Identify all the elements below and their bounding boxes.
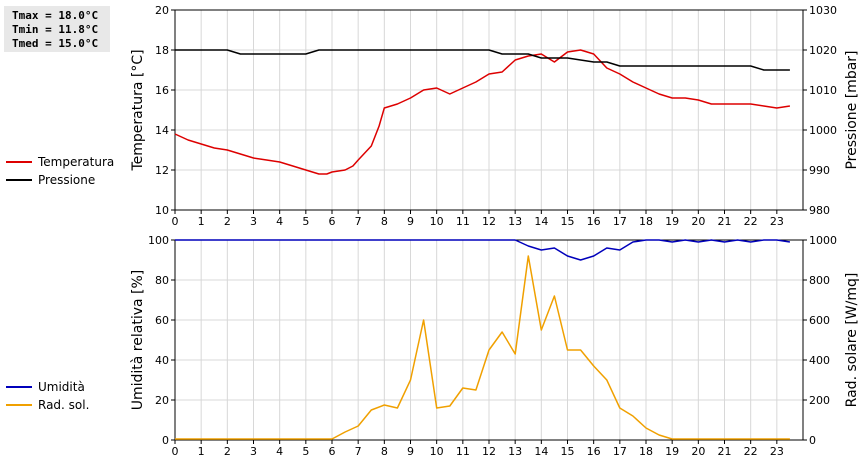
y-axis-label: Temperatura [°C] [130,49,146,171]
y2-tick-label: 1000 [809,234,837,247]
y-tick-label: 20 [155,394,169,407]
x-tick-label: 10 [430,445,444,458]
x-tick-label: 17 [613,215,627,228]
y2-tick-label: 1030 [809,4,837,17]
y2-tick-label: 200 [809,394,830,407]
x-tick-label: 8 [381,445,388,458]
y2-tick-label: 400 [809,354,830,367]
stat-tmax: Tmax = 18.0°C [12,9,99,22]
x-tick-label: 9 [407,445,414,458]
x-tick-label: 3 [250,215,257,228]
x-tick-label: 1 [198,445,205,458]
x-tick-label: 12 [482,445,496,458]
x-tick-label: 22 [744,215,758,228]
y-tick-label: 40 [155,354,169,367]
x-tick-label: 7 [355,445,362,458]
x-tick-label: 23 [770,445,784,458]
legend-label: Umidità [38,380,85,394]
x-tick-label: 4 [276,215,283,228]
x-tick-label: 18 [639,445,653,458]
x-tick-label: 0 [172,445,179,458]
y-tick-label: 100 [148,234,169,247]
x-tick-label: 21 [718,445,732,458]
x-tick-label: 12 [482,215,496,228]
y-tick-label: 16 [155,84,169,97]
stat-tmin: Tmin = 11.8°C [12,23,99,36]
x-tick-label: 13 [508,215,522,228]
x-tick-label: 2 [224,215,231,228]
y2-tick-label: 1010 [809,84,837,97]
y2-tick-label: 800 [809,274,830,287]
x-tick-label: 5 [302,215,309,228]
y-tick-label: 80 [155,274,169,287]
x-tick-label: 18 [639,215,653,228]
x-tick-label: 22 [744,445,758,458]
series-line-umidit [175,239,791,261]
x-tick-label: 2 [224,445,231,458]
x-tick-label: 14 [534,215,548,228]
y-tick-label: 18 [155,44,169,57]
x-tick-label: 13 [508,445,522,458]
x-tick-label: 21 [718,215,732,228]
x-tick-label: 0 [172,215,179,228]
y2-tick-label: 1000 [809,124,837,137]
temperature-pressure-chart: 0 1 2 3 4 5 6 7 8 9 10 11 12 13 14 15 16 17 18 19 20 21 22 2310… [6,4,860,228]
humidity-radiation-chart: 0 1 2 3 4 5 6 7 8 9 10 11 12 13 14 15 16 17 18 19 20 21 22 2302… [6,234,860,458]
y-tick-label: 12 [155,164,169,177]
legend-label: Temperatura [37,155,114,169]
series-line-temperatura [174,49,791,175]
x-tick-label: 6 [329,215,336,228]
x-tick-label: 11 [456,215,470,228]
y-tick-label: 10 [155,204,169,217]
x-tick-label: 14 [534,445,548,458]
series-line-pressione [175,49,790,71]
y-tick-label: 0 [162,434,169,447]
y-tick-label: 20 [155,4,169,17]
y-axis-label: Umidità relativa [%] [130,270,146,411]
y2-tick-label: 1020 [809,44,837,57]
y-tick-label: 60 [155,314,169,327]
y2-tick-label: 990 [809,164,830,177]
y2-tick-label: 600 [809,314,830,327]
x-tick-label: 20 [691,215,705,228]
series-line-rad-sol [175,255,790,440]
x-tick-label: 16 [587,215,601,228]
x-tick-label: 5 [302,445,309,458]
x-tick-label: 23 [770,215,784,228]
legend-label: Pressione [38,173,95,187]
x-tick-label: 19 [665,445,679,458]
stat-tmed: Tmed = 15.0°C [12,37,99,50]
stats-box: Tmax = 18.0°C Tmin = 11.8°C Tmed = 15.0°… [4,6,110,52]
x-tick-label: 20 [691,445,705,458]
y2-tick-label: 0 [809,434,816,447]
y2-tick-label: 980 [809,204,830,217]
x-tick-label: 8 [381,215,388,228]
x-tick-label: 7 [355,215,362,228]
x-tick-label: 11 [456,445,470,458]
x-tick-label: 6 [329,445,336,458]
x-tick-label: 4 [276,445,283,458]
x-tick-label: 9 [407,215,414,228]
x-tick-label: 16 [587,445,601,458]
x-tick-label: 17 [613,445,627,458]
y-tick-label: 14 [155,124,169,137]
x-tick-label: 1 [198,215,205,228]
y2-axis-label: Pressione [mbar] [844,50,860,169]
x-tick-label: 15 [561,215,575,228]
y2-axis-label: Rad. solare [W/mq] [844,273,860,408]
legend-label: Rad. sol. [38,398,89,412]
x-tick-label: 3 [250,445,257,458]
x-tick-label: 19 [665,215,679,228]
x-tick-label: 15 [561,445,575,458]
x-tick-label: 10 [430,215,444,228]
